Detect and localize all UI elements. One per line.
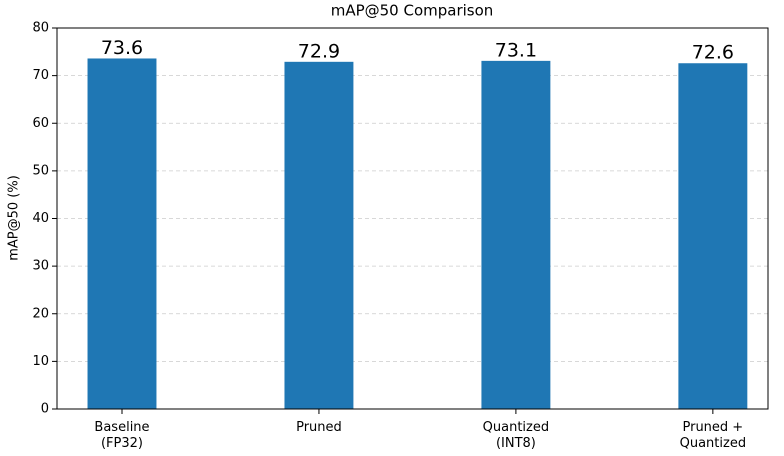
y-tick-label: 30 [32, 259, 49, 274]
value-label: 72.6 [692, 42, 734, 64]
bar [678, 63, 748, 410]
value-label: 73.6 [101, 37, 143, 59]
value-label: 72.9 [298, 40, 340, 62]
y-tick-label: 0 [41, 402, 49, 417]
x-tick-label: Pruned + Quantized [680, 420, 746, 451]
bar [284, 61, 354, 409]
y-tick-label: 10 [32, 354, 49, 369]
chart-title: mAP@50 Comparison [331, 2, 494, 20]
y-tick-label: 20 [32, 306, 49, 321]
y-tick-label: 50 [32, 163, 49, 178]
y-tick-label: 40 [32, 211, 49, 226]
value-label: 73.1 [495, 39, 537, 61]
x-tick-label: Quantized (INT8) [483, 420, 549, 451]
x-tick-label: Pruned [296, 420, 342, 435]
y-tick-label: 80 [32, 21, 49, 36]
plot-frame [56, 27, 769, 410]
bar [87, 58, 157, 409]
y-tick-label: 60 [32, 116, 49, 131]
x-tick-label: Baseline (FP32) [94, 420, 149, 451]
y-tick-label: 70 [32, 68, 49, 83]
y-axis-label: mAP@50 (%) [7, 175, 22, 261]
bar [481, 60, 551, 409]
